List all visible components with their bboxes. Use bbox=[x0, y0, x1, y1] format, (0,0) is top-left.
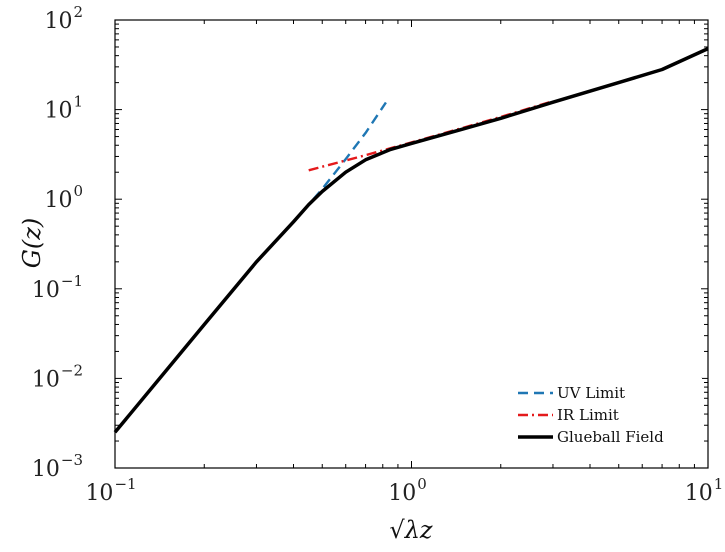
legend: UV Limit IR Limit Glueball Field bbox=[512, 378, 702, 460]
y-tick-label: 10−3 bbox=[32, 451, 83, 482]
y-axis-title: G(z) bbox=[18, 218, 46, 269]
plot-frame bbox=[114, 19, 709, 469]
y-tick-label: 10−1 bbox=[32, 272, 83, 303]
y-tick-label: 102 bbox=[44, 3, 83, 34]
x-axis-title: √λz bbox=[389, 516, 433, 544]
legend-label-1: IR Limit bbox=[557, 406, 619, 424]
y-tick-label: 100 bbox=[44, 182, 83, 213]
series-layer bbox=[113, 47, 709, 434]
legend-label-0: UV Limit bbox=[557, 384, 625, 402]
x-tick-label: 100 bbox=[388, 475, 427, 506]
legend-label-2: Glueball Field bbox=[557, 428, 664, 446]
x-tick-label: 101 bbox=[685, 475, 724, 506]
x-tick-label: 10−1 bbox=[85, 475, 136, 506]
legend-box bbox=[512, 378, 702, 460]
y-tick-label: 101 bbox=[44, 93, 83, 124]
series-line-2 bbox=[113, 47, 709, 434]
y-tick-label: 10−2 bbox=[32, 361, 83, 392]
